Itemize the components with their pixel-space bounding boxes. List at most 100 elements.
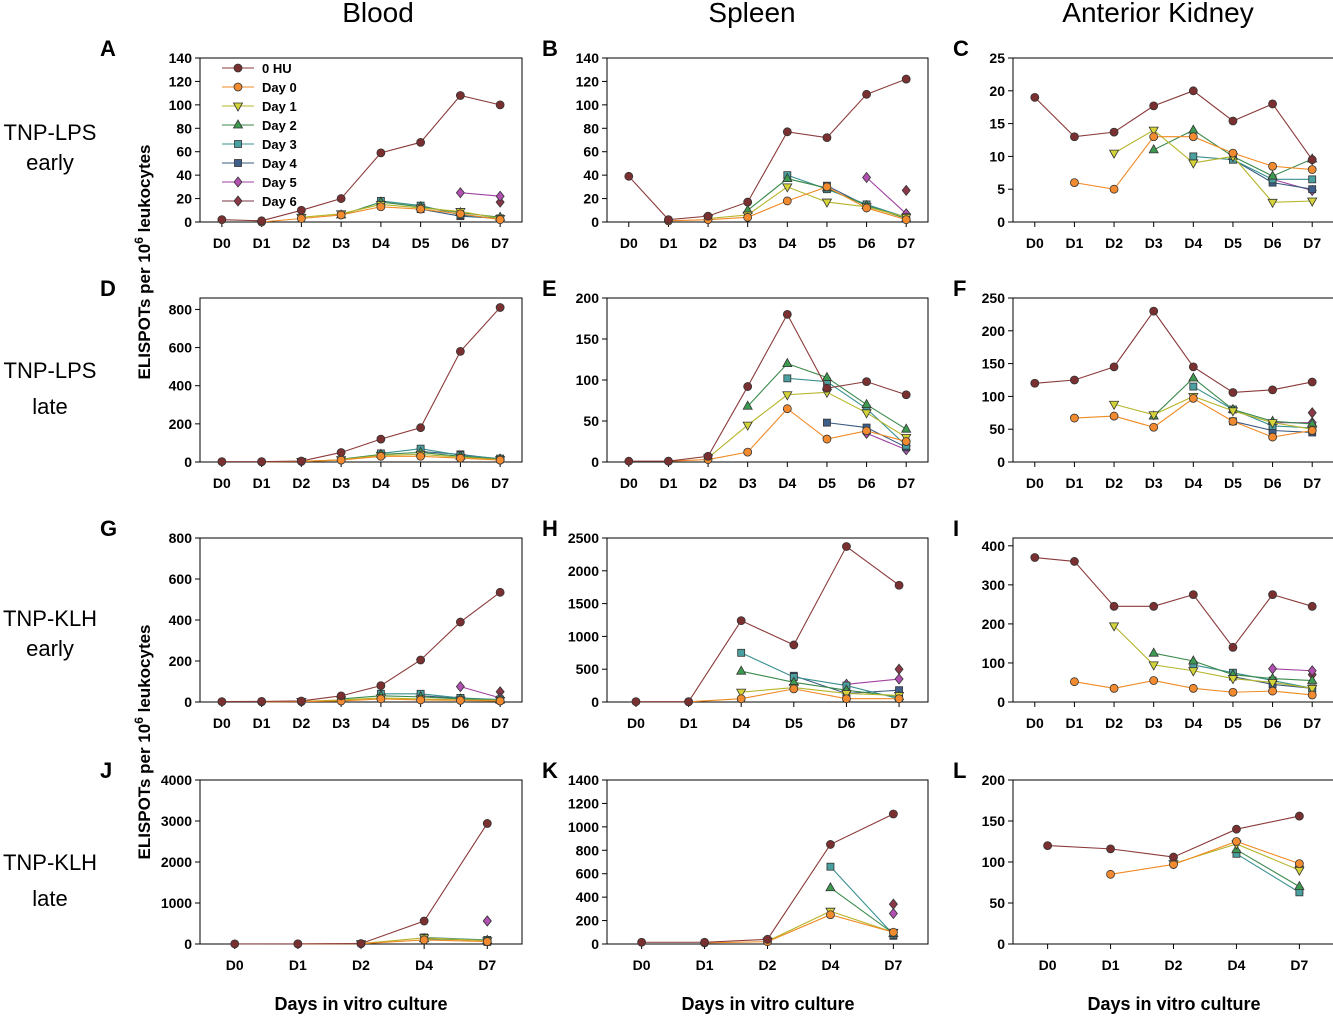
row-label-2-line1: TNP-LPS: [4, 358, 97, 383]
series-day-2: [742, 172, 912, 222]
data-point: [901, 437, 911, 446]
x-tick-label: D4: [372, 475, 390, 491]
data-point: [1109, 683, 1119, 693]
data-point: [1294, 880, 1305, 890]
data-point: [1268, 385, 1277, 395]
x-tick-label: D7: [491, 715, 509, 731]
plot-frame: [199, 297, 523, 463]
series-day-6: [894, 663, 904, 675]
data-point: [742, 400, 753, 410]
data-point: [455, 346, 465, 356]
row-label-1-line1: TNP-LPS: [4, 120, 97, 145]
x-tick-label: D2: [1165, 957, 1183, 973]
y-tick-label: 400: [982, 538, 1006, 554]
y-tick-label: 0: [184, 454, 192, 470]
series-line: [221, 591, 501, 703]
data-point: [1148, 411, 1159, 421]
data-point: [217, 457, 227, 467]
series-day-0: [1106, 837, 1304, 879]
data-point: [455, 617, 465, 627]
data-point: [356, 939, 366, 948]
x-tick-label: D0: [1026, 715, 1044, 731]
x-tick-label: D3: [332, 475, 350, 491]
x-tick-label: D4: [778, 235, 796, 251]
x-tick-label: D0: [633, 957, 651, 973]
data-point: [821, 198, 833, 208]
data-point: [296, 456, 306, 466]
panel-l: L 0 50 100 150 200 D0 D1 D2 D4 D7: [953, 758, 1333, 973]
y-tick-label: 140: [169, 50, 193, 66]
series-day-2: [742, 357, 912, 433]
data-point: [1188, 590, 1198, 600]
series-line: [1113, 625, 1313, 689]
data-point: [1149, 676, 1159, 685]
data-point: [217, 215, 227, 225]
data-point: [495, 215, 505, 225]
plot-frame: [606, 57, 929, 223]
panel-letter: D: [100, 276, 116, 301]
series-day-1: [736, 684, 905, 702]
data-point: [230, 939, 240, 949]
data-point: [1268, 663, 1278, 675]
x-tick-label: D7: [1303, 235, 1321, 251]
data-point: [703, 451, 713, 461]
series-line: [1113, 395, 1313, 430]
y-tick-label: 1000: [568, 628, 599, 644]
y-tick-label: 100: [982, 388, 1006, 404]
x-tick-label: D3: [739, 475, 757, 491]
y-tick-label: 100: [576, 372, 600, 388]
row-label-4-line1: TNP-KLH: [3, 850, 97, 875]
y-tick-label: 40: [176, 167, 192, 183]
data-point: [1043, 841, 1053, 850]
series-day-5: [482, 915, 492, 927]
data-point: [1030, 378, 1040, 388]
data-point: [416, 655, 426, 665]
x-tick-label: D3: [1145, 235, 1163, 251]
data-point: [1228, 687, 1238, 697]
legend-label: Day 4: [262, 156, 297, 171]
y-tick-label: 200: [576, 290, 600, 306]
y-tick-label: 500: [576, 661, 600, 677]
legend-marker: [233, 82, 243, 92]
x-tick-label: D7: [890, 715, 908, 731]
x-tick-label: D7: [1303, 715, 1321, 731]
data-point: [376, 434, 386, 444]
x-tick-label: D2: [699, 235, 717, 251]
legend-item-day-5: Day 5: [222, 175, 297, 190]
data-point: [782, 391, 793, 401]
y-tick-label: 200: [982, 616, 1006, 632]
data-point: [1149, 306, 1159, 316]
x-tick-label: D6: [451, 235, 469, 251]
panel-letter: C: [953, 36, 969, 61]
x-tick-label: D6: [1264, 715, 1282, 731]
series-line: [460, 192, 501, 197]
y-tick-label: 0: [184, 214, 192, 230]
data-point: [631, 697, 641, 707]
y-tick-label: 40: [583, 167, 599, 183]
data-point: [1109, 411, 1119, 421]
data-point: [455, 680, 465, 693]
data-point: [416, 695, 426, 705]
x-tick-label: D2: [1105, 715, 1123, 731]
data-point: [1148, 647, 1159, 657]
data-point: [736, 694, 746, 704]
series-day-6: [495, 196, 505, 208]
y-tick-label: 80: [583, 120, 599, 136]
y-tick-label: 600: [169, 340, 193, 356]
series-line: [635, 545, 900, 703]
data-point: [1188, 132, 1198, 142]
series-line: [1034, 90, 1313, 160]
data-point: [1169, 860, 1178, 869]
y-axis-title-top: ELISPOTs per 106 leukocytes: [132, 144, 154, 379]
panel-c: C 0 5 10 15 20 25 D0 D1 D2 D3 D4 D5 D6 D7: [953, 36, 1333, 251]
x-tick-label: D2: [292, 475, 310, 491]
legend-marker: [232, 102, 244, 112]
data-point: [1188, 372, 1199, 382]
y-tick-label: 150: [576, 331, 600, 347]
data-point: [336, 194, 346, 203]
y-tick-label: 50: [989, 421, 1005, 437]
series-day-5: [1268, 663, 1317, 677]
series-line: [1272, 178, 1313, 192]
data-point: [1070, 132, 1079, 142]
x-tick-label: D6: [451, 715, 469, 731]
